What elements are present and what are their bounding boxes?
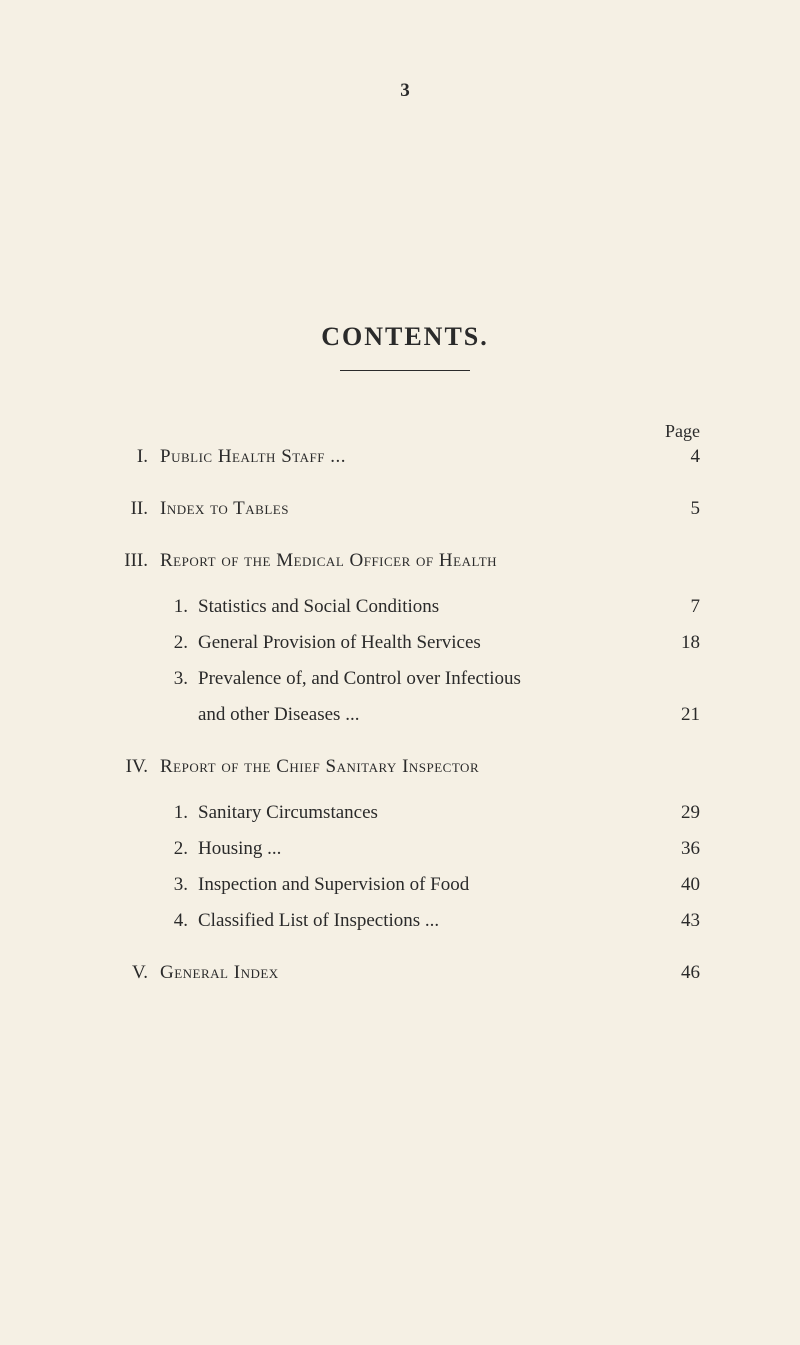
subentry-page: 40 (660, 874, 700, 896)
page-number: 3 (110, 80, 700, 102)
section-title: Index to Tables (160, 498, 660, 520)
subentry-continuation-text: and other Diseases ... (198, 704, 660, 726)
section-title: Report of the Medical Officer of Health (160, 550, 660, 572)
subentry-page: 43 (660, 910, 700, 932)
subentry-page: 21 (660, 704, 700, 726)
subentry-page: 29 (660, 802, 700, 824)
page-column-label: Page (110, 421, 700, 442)
subentry-number: 3. (172, 874, 198, 896)
subentry-number: 4. (172, 910, 198, 932)
toc-subentry: 2. Housing ... 36 (110, 838, 700, 860)
toc-subentry: 3. Inspection and Supervision of Food 40 (110, 874, 700, 896)
subentry-text: Classified List of Inspections ... (198, 910, 660, 932)
subentry-page: 36 (660, 838, 700, 860)
subentry-text: General Provision of Health Services (198, 632, 660, 654)
toc-section: II. Index to Tables 5 (110, 498, 700, 520)
subentry-text: Statistics and Social Conditions (198, 596, 660, 618)
toc-section: III. Report of the Medical Officer of He… (110, 550, 700, 572)
roman-numeral: II. (110, 498, 160, 520)
contents-title: CONTENTS. (110, 322, 700, 352)
roman-numeral: III. (110, 550, 160, 572)
subentry-text: Prevalence of, and Control over Infectio… (198, 668, 660, 690)
subentry-page: 18 (660, 632, 700, 654)
subentry-number: 1. (172, 802, 198, 824)
toc-section: V. General Index 46 (110, 962, 700, 984)
toc-subentry: 4. Classified List of Inspections ... 43 (110, 910, 700, 932)
section-title: General Index (160, 962, 660, 984)
subentry-page: 7 (660, 596, 700, 618)
subentry-text: Inspection and Supervision of Food (198, 874, 660, 896)
section-title: Public Health Staff ... (160, 446, 660, 468)
toc-subentry-continuation: and other Diseases ... 21 (110, 704, 700, 726)
roman-numeral: V. (110, 962, 160, 984)
roman-numeral: IV. (110, 756, 160, 778)
subentry-number: 1. (172, 596, 198, 618)
subentry-number: 2. (172, 838, 198, 860)
title-underline (340, 370, 470, 371)
subentry-text: Sanitary Circumstances (198, 802, 660, 824)
toc-subentry: 2. General Provision of Health Services … (110, 632, 700, 654)
toc-section: I. Public Health Staff ... 4 (110, 446, 700, 468)
subentry-text: Housing ... (198, 838, 660, 860)
section-page: 46 (660, 962, 700, 984)
toc-subentry: 1. Statistics and Social Conditions 7 (110, 596, 700, 618)
toc-subentry: 3. Prevalence of, and Control over Infec… (110, 668, 700, 690)
toc-subentry: 1. Sanitary Circumstances 29 (110, 802, 700, 824)
toc-section: IV. Report of the Chief Sanitary Inspect… (110, 756, 700, 778)
subentry-number: 3. (172, 668, 198, 690)
section-title: Report of the Chief Sanitary Inspector (160, 756, 660, 778)
section-page: 4 (660, 446, 700, 468)
section-page: 5 (660, 498, 700, 520)
subentry-number: 2. (172, 632, 198, 654)
roman-numeral: I. (110, 446, 160, 468)
